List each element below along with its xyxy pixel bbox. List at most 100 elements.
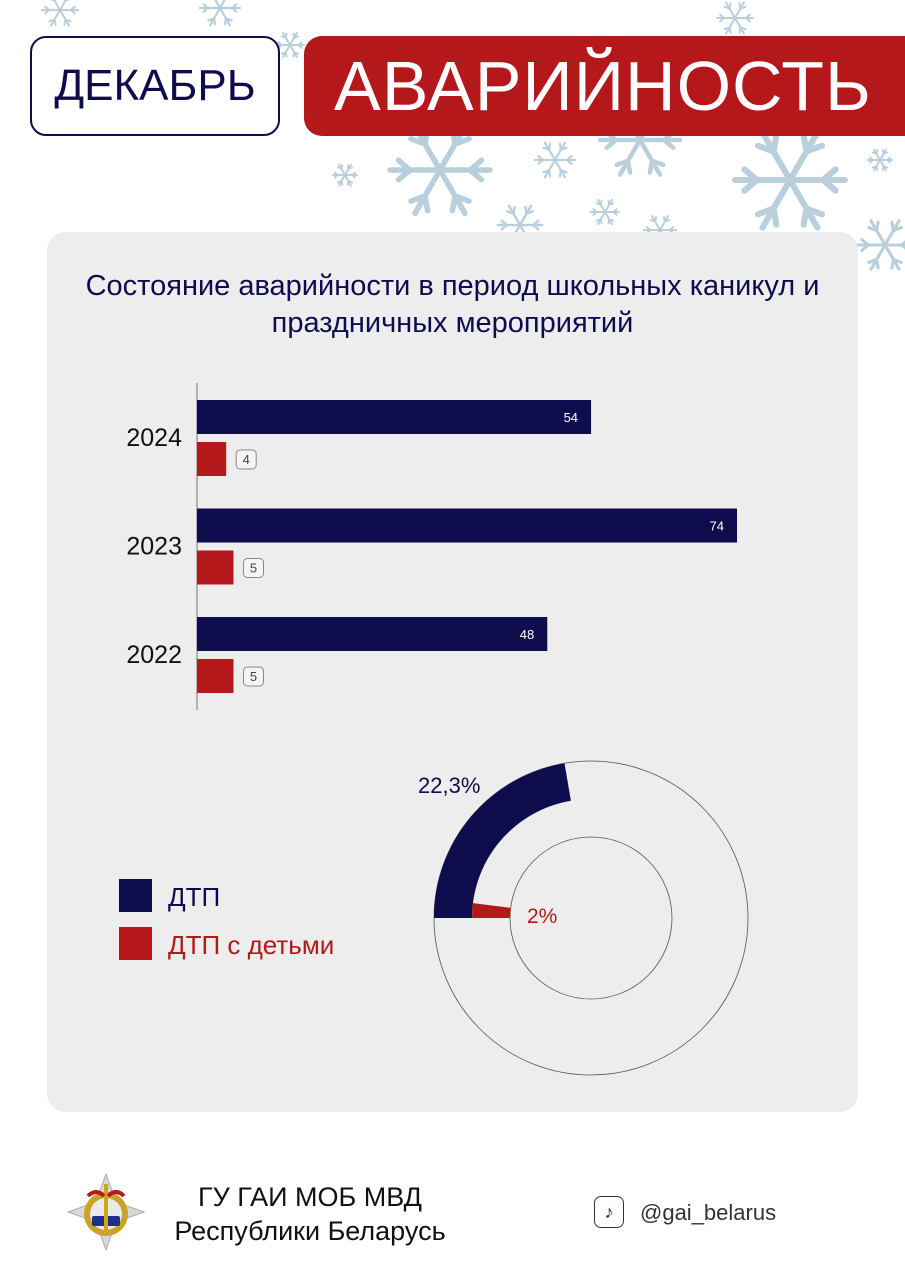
snowflake-branch [595, 202, 602, 206]
snowflake-arm [883, 243, 901, 271]
snowflake-arm [437, 167, 468, 217]
snowflake-branch [347, 180, 353, 184]
snowflake-branch [537, 158, 545, 166]
snowflake-arm [879, 159, 887, 172]
snowflake-branch [719, 17, 726, 23]
snowflake-arm [879, 148, 887, 161]
category-label: 2024 [126, 424, 182, 452]
snowflake-arm [734, 17, 745, 35]
donut-label-dtp: 22,3% [418, 773, 480, 798]
snowflake-icon [867, 148, 893, 172]
snowflake-branch [284, 51, 288, 58]
snowflake-arm [873, 148, 881, 161]
snowflake-arm [553, 141, 567, 162]
snowflake-arm [734, 1, 745, 19]
snowflake-arm [214, 0, 222, 10]
snowflake-branch [467, 157, 485, 173]
snowflake-branch [604, 137, 619, 150]
snowflake-branch [882, 149, 885, 155]
snowflake-arm [282, 44, 291, 59]
bar-value-label-children: 5 [250, 669, 257, 684]
snowflake-arm [59, 9, 70, 27]
snowflake-branch [890, 220, 895, 233]
snowflake-branch [337, 166, 343, 170]
snowflake-arm [597, 211, 606, 226]
snowflake-branch [230, 2, 238, 10]
snowflake-branch [599, 218, 603, 225]
org-line-2: Республики Беларусь [174, 1216, 446, 1246]
snowflake-arm [289, 44, 298, 59]
snowflake-arm [338, 174, 346, 187]
bar-value-badge [235, 449, 257, 470]
snowflake-arm [543, 158, 557, 179]
snowflake-branch [49, 0, 56, 2]
snowflake-arm [604, 198, 613, 213]
snowflake-arm [869, 243, 887, 271]
snowflake-arm [725, 17, 736, 35]
org-line-1: ГУ ГАИ МОБ МВД [198, 1182, 422, 1212]
snowflake-branch [351, 171, 356, 176]
page-title: АВАРИЙНОСТЬ [334, 47, 872, 125]
snowflake-arm [651, 215, 661, 231]
snowflake-branch [452, 193, 472, 204]
snowflake-branch [649, 158, 666, 168]
social-handle-link[interactable]: @gai_belarus [640, 1200, 777, 1225]
snowflake-branch [886, 156, 891, 161]
snowflake-branch [800, 132, 810, 155]
bar-value-label: 48 [520, 627, 534, 642]
snowflake-branch [559, 169, 568, 174]
bar-dtp [197, 617, 548, 651]
snowflake-branch [875, 257, 880, 270]
month-badge: ДЕКАБРЬ [30, 36, 280, 136]
snowflake-branch [612, 208, 618, 213]
snowflake-arm [604, 211, 613, 226]
bar-value-label: 74 [710, 519, 724, 534]
snowflake-branch [625, 158, 633, 175]
snowflake-branch [53, 18, 57, 26]
snowflake-arm [344, 174, 352, 187]
snowflake-arm [543, 141, 557, 162]
tiktok-icon[interactable]: ♪ [594, 1196, 624, 1228]
snowflake-arm [759, 176, 794, 231]
bar-value-label: 54 [564, 410, 578, 425]
legend-swatch-dtp [119, 879, 152, 912]
snowflake-branch [860, 243, 870, 252]
snowflake-branch [531, 219, 540, 227]
legend-swatch-dtp-children [119, 927, 152, 960]
gai-emblem-logo [66, 1172, 146, 1252]
bar-dtp-children [197, 442, 227, 476]
organization-name: ГУ ГАИ МОБ МВД Республики Беларусь [160, 1180, 460, 1248]
snowflake-branch [69, 5, 76, 11]
snowflake-branch [212, 17, 217, 26]
legend-label-dtp-children: ДТП с детьми [168, 930, 335, 960]
snowflake-branch [297, 41, 303, 46]
bar-dtp [197, 508, 737, 543]
snowflake-icon [41, 0, 79, 27]
bar-dtp-children [197, 659, 234, 693]
snowflake-branch [334, 174, 339, 179]
category-label: 2022 [126, 641, 182, 669]
snowflake-arm [344, 163, 352, 176]
category-label: 2023 [126, 533, 182, 561]
bar-value-badge [242, 558, 264, 578]
snowflake-branch [739, 26, 747, 31]
title-banner: АВАРИЙНОСТЬ [304, 36, 905, 136]
snowflake-branch [44, 9, 51, 15]
snowflake-arm [59, 0, 67, 11]
snowflake-branch [347, 164, 350, 170]
snowflake-arm [282, 31, 291, 46]
snowflake-branch [891, 257, 903, 264]
snowflake-arm [659, 215, 669, 231]
bar-value-label-children: 4 [243, 452, 250, 467]
snowflake-arm [208, 6, 222, 27]
snowflake-branch [869, 159, 874, 164]
snowflake-arm [53, 0, 61, 11]
snowflake-arm [873, 159, 881, 172]
snowflake-branch [202, 6, 210, 14]
snowflake-arm [553, 158, 567, 179]
snowflake-branch [723, 5, 731, 10]
snowflake-arm [518, 204, 533, 227]
snowflake-arm [637, 137, 663, 177]
snowflake-branch [744, 13, 751, 19]
snowflake-branch [875, 165, 878, 171]
